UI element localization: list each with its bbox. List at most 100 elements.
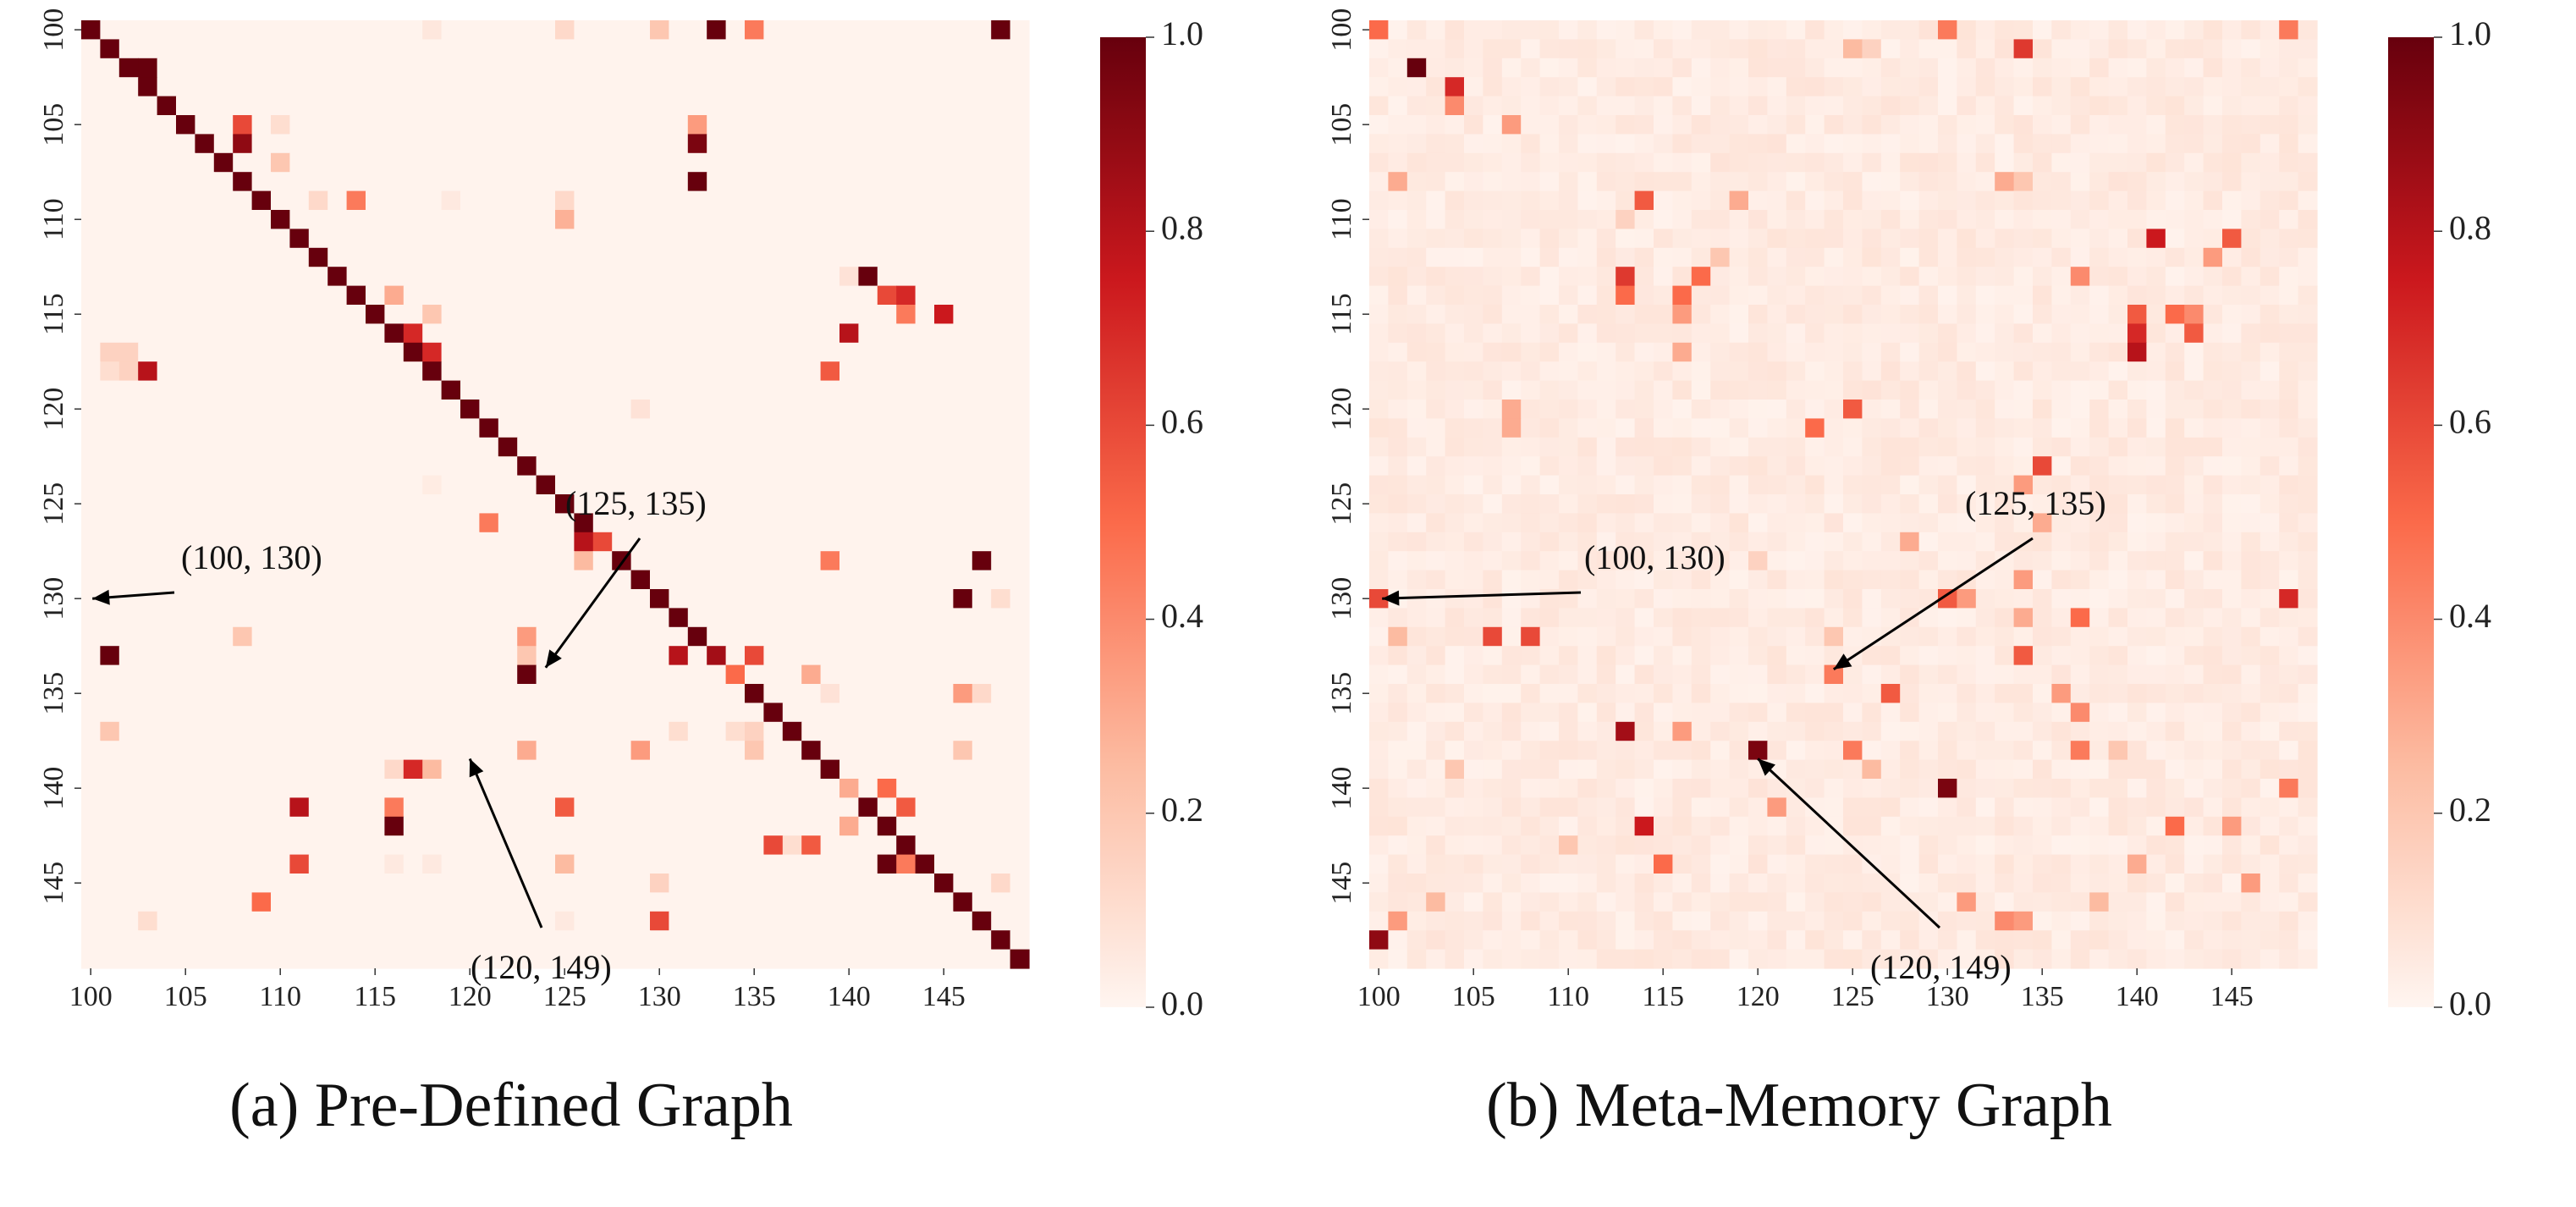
heatmap-cell xyxy=(1824,342,1844,362)
heatmap-cell xyxy=(1010,797,1030,818)
heatmap-cell xyxy=(1995,551,2015,571)
heatmap-cell xyxy=(384,721,405,741)
heatmap-cell xyxy=(1426,437,1446,457)
heatmap-cell xyxy=(1918,759,1939,780)
heatmap-cell xyxy=(1995,494,2015,514)
heatmap-cell xyxy=(118,96,139,116)
heatmap-cell xyxy=(707,172,727,192)
heatmap-cell xyxy=(138,741,158,761)
heatmap-cell xyxy=(422,77,443,97)
heatmap-cell xyxy=(2051,759,2072,780)
heatmap-cell xyxy=(460,741,480,761)
heatmap-cell xyxy=(1539,229,1560,249)
heatmap-cell xyxy=(251,816,272,836)
heatmap-cell xyxy=(1843,551,1863,571)
heatmap-cell xyxy=(1900,892,1920,912)
heatmap-cell xyxy=(328,115,348,135)
heatmap-cell xyxy=(630,816,651,836)
heatmap-cell xyxy=(2298,854,2318,874)
heatmap-cell xyxy=(517,190,537,211)
heatmap-cell xyxy=(157,684,177,703)
heatmap-cell xyxy=(536,835,556,856)
heatmap-cell xyxy=(328,684,348,703)
heatmap-cell xyxy=(801,247,822,267)
heatmap-cell xyxy=(745,77,764,97)
heatmap-cell xyxy=(366,456,385,477)
heatmap-cell xyxy=(650,134,669,154)
heatmap-cell xyxy=(498,380,518,400)
heatmap-cell xyxy=(858,874,878,893)
heatmap-cell xyxy=(1824,172,1844,192)
heatmap-cell xyxy=(1938,664,1957,685)
heatmap-cell xyxy=(346,589,366,609)
heatmap-cell xyxy=(1577,39,1598,59)
heatmap-cell xyxy=(592,664,613,685)
heatmap-cell xyxy=(517,267,537,287)
heatmap-cell xyxy=(1577,759,1598,780)
heatmap-cell xyxy=(271,305,290,324)
heatmap-cell xyxy=(403,589,423,609)
heatmap-cell xyxy=(1729,721,1749,741)
heatmap-cell xyxy=(1805,20,1825,40)
heatmap-cell xyxy=(100,797,120,818)
heatmap-cell xyxy=(2184,456,2204,477)
heatmap-cell xyxy=(592,115,613,135)
heatmap-cell xyxy=(972,361,992,382)
heatmap-cell xyxy=(536,626,556,647)
heatmap-cell xyxy=(1767,437,1787,457)
heatmap-cell xyxy=(1748,418,1768,438)
heatmap-cell xyxy=(1691,759,1711,780)
heatmap-cell xyxy=(745,323,764,344)
heatmap-cell xyxy=(2260,152,2280,173)
heatmap-cell xyxy=(2146,39,2166,59)
heatmap-cell xyxy=(422,400,443,419)
heatmap-cell xyxy=(915,285,935,306)
heatmap-a-ticks: 100 105 110 115 120 125 130 135 140 1451001051101… xyxy=(38,8,966,1012)
heatmap-cell xyxy=(1843,892,1863,912)
heatmap-cell xyxy=(972,626,992,647)
heatmap-cell xyxy=(1995,96,2015,116)
heatmap-cell xyxy=(2051,380,2072,400)
heatmap-cell xyxy=(2051,589,2072,609)
heatmap-cell xyxy=(592,759,613,780)
heatmap-cell xyxy=(536,854,556,874)
heatmap-cell xyxy=(1521,570,1541,590)
heatmap-cell xyxy=(157,456,177,477)
heatmap-cell xyxy=(1710,96,1731,116)
heatmap-cell xyxy=(1445,684,1465,703)
heatmap-cell xyxy=(118,626,139,647)
heatmap-cell xyxy=(195,134,215,154)
heatmap-cell xyxy=(328,323,348,344)
heatmap-cell xyxy=(1445,741,1465,761)
heatmap-cell xyxy=(1559,229,1578,249)
heatmap-cell xyxy=(669,400,689,419)
heatmap-cell xyxy=(517,210,537,229)
heatmap-cell xyxy=(1957,911,1977,931)
heatmap-cell xyxy=(479,797,499,818)
heatmap-cell xyxy=(195,39,215,59)
heatmap-cell xyxy=(479,190,499,211)
heatmap-cell xyxy=(896,779,916,798)
heatmap-cell xyxy=(289,267,310,287)
heatmap-cell xyxy=(441,456,461,477)
heatmap-cell xyxy=(1426,267,1446,287)
heatmap-cell xyxy=(782,835,802,856)
heatmap-cell xyxy=(915,949,935,969)
heatmap-cell xyxy=(384,190,405,211)
heatmap-cell xyxy=(2279,456,2299,477)
heatmap-cell xyxy=(1577,134,1598,154)
heatmap-cell xyxy=(118,494,139,514)
heatmap-cell xyxy=(81,267,101,287)
heatmap-cell xyxy=(991,589,1011,609)
heatmap-cell xyxy=(782,247,802,267)
heatmap-cell xyxy=(1654,589,1673,609)
heatmap-cell xyxy=(1691,854,1711,874)
heatmap-cell xyxy=(1577,779,1598,798)
heatmap-cell xyxy=(1691,285,1711,306)
heatmap-cell xyxy=(1729,152,1749,173)
heatmap-cell xyxy=(1748,779,1768,798)
heatmap-cell xyxy=(2165,210,2185,229)
heatmap-cell xyxy=(1767,513,1787,533)
heatmap-cell xyxy=(574,39,594,59)
heatmap-cell xyxy=(763,949,784,969)
